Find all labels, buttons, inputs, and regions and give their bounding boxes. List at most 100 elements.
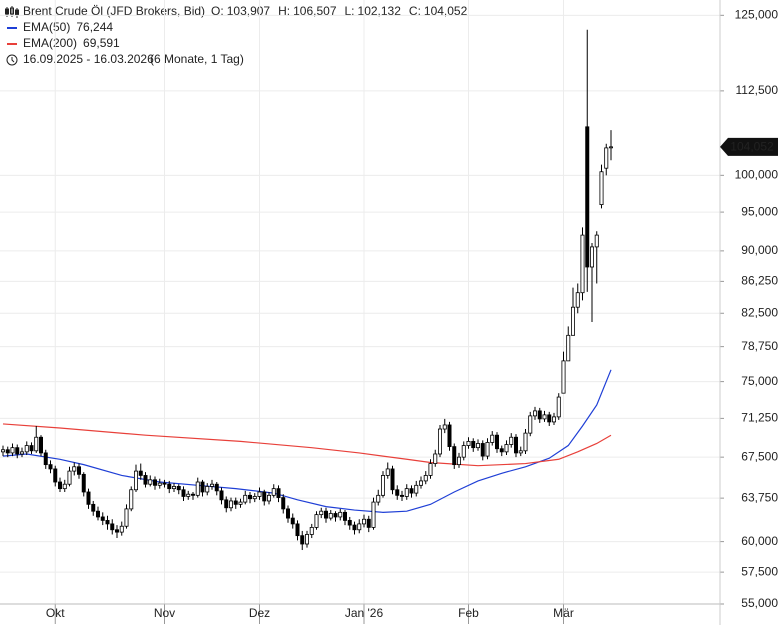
candle-body — [143, 475, 148, 485]
candle — [376, 489, 381, 506]
candle — [418, 476, 423, 489]
ohlc-value: 104,052 — [424, 4, 468, 18]
candle — [77, 463, 82, 479]
candle-body — [0, 449, 6, 453]
candle-body — [366, 518, 371, 528]
x-tick-label: Dez — [249, 606, 270, 620]
candle — [257, 487, 262, 500]
ohlc-value: 102,132 — [358, 4, 402, 18]
candle-body — [399, 494, 404, 497]
candle — [67, 466, 72, 487]
candle — [361, 514, 366, 528]
x-tick-label: Jan '26 — [345, 606, 384, 620]
y-tick-label: 100,000 — [735, 167, 779, 181]
candle-body — [115, 529, 120, 533]
candle-body — [309, 527, 314, 535]
candle — [143, 472, 148, 488]
candle — [62, 479, 67, 492]
candle — [91, 500, 96, 516]
candle — [547, 411, 552, 426]
candle — [228, 497, 233, 512]
candle — [0, 445, 6, 457]
candle-body — [452, 446, 457, 466]
candle-body — [347, 520, 352, 526]
candle-body — [228, 500, 233, 509]
candle-body — [575, 292, 580, 308]
candle — [385, 462, 390, 479]
candle-body — [319, 510, 324, 516]
candle — [86, 488, 91, 509]
candle-body — [247, 494, 252, 500]
candle — [157, 478, 162, 489]
candle-body — [599, 171, 604, 205]
candle-body — [58, 481, 63, 490]
candle — [115, 525, 120, 539]
candle-body — [352, 524, 357, 531]
y-tick-label: 125,000 — [735, 7, 779, 21]
date-range: 16.09.2025 - 16.03.2026 — [23, 52, 154, 66]
candle — [252, 493, 257, 503]
candle-body — [342, 511, 347, 521]
candle — [561, 351, 566, 394]
candle-body — [262, 491, 267, 502]
candle — [138, 463, 143, 480]
candle-body — [357, 523, 362, 531]
candle — [119, 521, 124, 536]
candle — [58, 477, 63, 492]
candle-body — [304, 534, 309, 545]
candle-body — [43, 452, 48, 466]
candle-body — [428, 463, 433, 476]
candle — [590, 242, 595, 323]
candle — [542, 410, 547, 422]
candle-body — [214, 483, 219, 492]
candle-body — [209, 483, 214, 487]
y-tick-label: 71,250 — [741, 411, 778, 425]
candle-body — [547, 414, 552, 423]
candle — [162, 479, 167, 488]
candle-body — [124, 508, 129, 527]
candle — [233, 497, 238, 509]
chart-title: Brent Crude Öl (JFD Brokers, Bid) — [23, 4, 205, 18]
y-tick-label: 82,500 — [741, 305, 778, 319]
candle — [423, 471, 428, 485]
candle-body — [34, 436, 39, 452]
candle — [29, 442, 34, 454]
candle-body — [395, 489, 400, 496]
candle — [514, 434, 519, 458]
candle-body — [100, 516, 105, 521]
candle-body — [10, 447, 15, 454]
candle — [599, 164, 604, 209]
candle — [347, 516, 352, 530]
candle — [304, 530, 309, 548]
candle — [295, 520, 300, 541]
candle-body — [561, 360, 566, 394]
candle — [485, 438, 490, 460]
candle-body — [110, 523, 115, 531]
candle — [186, 490, 191, 500]
candle-body — [81, 473, 86, 493]
ohlc-value: 106,507 — [293, 4, 337, 18]
candle — [48, 460, 53, 474]
candle-body — [138, 470, 143, 476]
candle — [39, 435, 44, 457]
candle — [309, 523, 314, 539]
candle — [366, 515, 371, 533]
candle — [129, 486, 134, 512]
price-tag-label: 104,052 — [730, 140, 774, 154]
candle-body — [157, 482, 162, 486]
candle-body — [281, 497, 286, 510]
candle-body — [62, 483, 67, 490]
candle-body — [390, 468, 395, 491]
candle — [167, 480, 172, 494]
candle — [319, 507, 324, 519]
grid — [0, 0, 720, 605]
candle-body — [266, 494, 271, 502]
candle — [404, 484, 409, 500]
candle — [19, 447, 24, 458]
candle-body — [533, 410, 538, 417]
candle-body — [504, 444, 509, 453]
candle — [105, 515, 110, 530]
y-tick-label: 75,000 — [741, 374, 778, 388]
candle — [471, 438, 476, 452]
candle-body — [5, 449, 10, 454]
